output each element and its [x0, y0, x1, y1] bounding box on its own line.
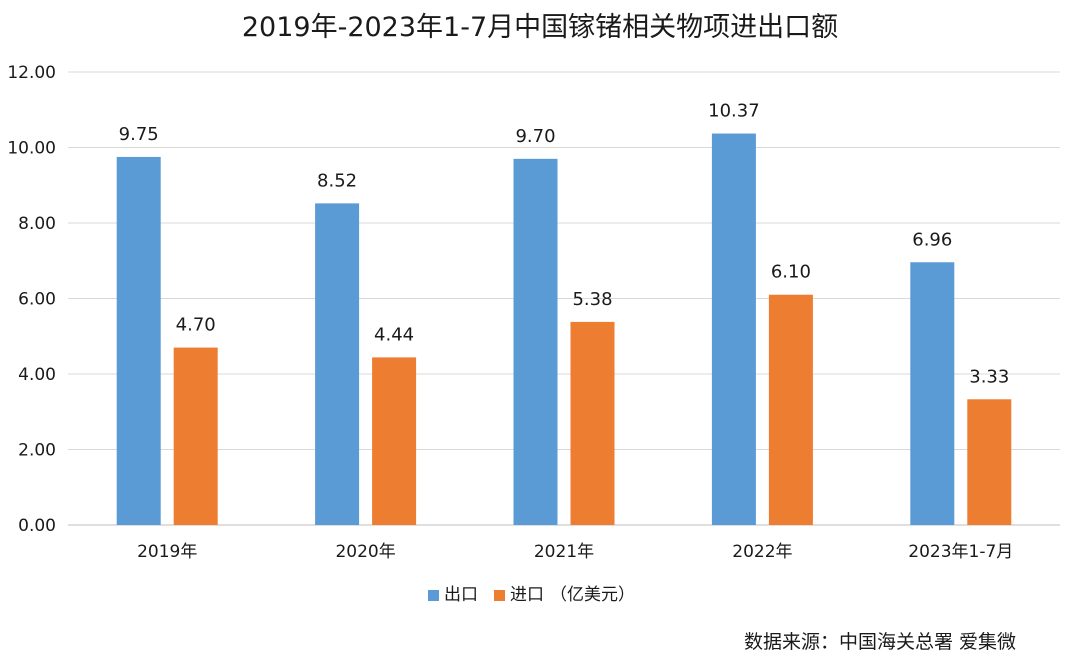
data-label: 6.96 — [912, 229, 952, 250]
data-label: 10.37 — [708, 101, 760, 122]
bar-import — [768, 294, 813, 525]
data-label: 8.52 — [317, 170, 357, 191]
data-label: 4.70 — [176, 315, 216, 336]
x-tick-label: 2020年 — [335, 542, 395, 562]
x-tick-label: 2021年 — [534, 542, 594, 562]
x-tick-label: 2023年1-7月 — [908, 542, 1013, 562]
legend-swatch-import — [494, 590, 505, 601]
data-label: 6.10 — [771, 262, 811, 283]
legend-unit: （亿美元） — [550, 585, 635, 605]
source-note: 数据来源：中国海关总署 爱集微 — [744, 631, 1016, 653]
bar-export — [315, 203, 360, 525]
y-tick-label: 10.00 — [7, 139, 56, 159]
legend-label-export: 出口 — [444, 585, 478, 605]
data-label: 9.70 — [515, 126, 555, 147]
data-label: 3.33 — [969, 366, 1009, 387]
data-labels: 9.75 4.70 8.52 4.44 9.70 5.38 10.37 6.10 6.96 3.3… — [119, 101, 1010, 388]
y-tick-label: 6.00 — [18, 290, 56, 310]
grid-lines — [68, 71, 1060, 526]
bar-import — [967, 399, 1012, 525]
x-axis-ticks: 2019年 2020年 2021年 2022年 2023年1-7月 — [137, 542, 1013, 562]
bar-import — [173, 347, 218, 525]
legend-swatch-export — [428, 590, 439, 601]
bar-export — [116, 156, 161, 525]
bar-import — [372, 357, 417, 525]
bar-export — [910, 262, 955, 525]
data-label: 9.75 — [119, 124, 159, 145]
x-tick-label: 2022年 — [732, 542, 792, 562]
legend-label-import: 进口 — [510, 585, 544, 605]
bars — [116, 133, 1012, 525]
data-label: 5.38 — [572, 289, 612, 310]
y-axis-ticks: 0.00 2.00 4.00 6.00 8.00 10.00 12.00 — [7, 63, 56, 536]
y-tick-label: 8.00 — [18, 214, 56, 234]
chart-title: 2019年-2023年1-7月中国镓锗相关物项进出口额 — [242, 12, 838, 43]
x-tick-label: 2019年 — [137, 542, 197, 562]
y-tick-label: 2.00 — [18, 441, 56, 461]
y-tick-label: 12.00 — [7, 63, 56, 83]
y-tick-label: 4.00 — [18, 365, 56, 385]
data-label: 4.44 — [374, 324, 414, 345]
y-tick-label: 0.00 — [18, 516, 56, 536]
legend: 出口 进口 （亿美元） — [428, 585, 635, 605]
bar-export — [513, 158, 558, 525]
bar-export — [711, 133, 756, 525]
bar-import — [570, 321, 615, 525]
